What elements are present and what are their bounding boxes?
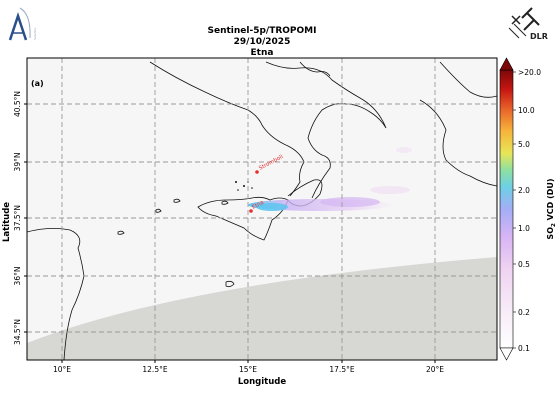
satellite-logo-caption: Satellite	[33, 28, 37, 40]
lon-tick: 12.5°E	[142, 365, 167, 374]
map-frame	[26, 57, 498, 361]
dlr-logo-text: DLR	[530, 32, 548, 41]
colorbar: >20.0 10.0 5.0 2.0 1.0 0.5 0.2 0.1 SO2 V…	[499, 57, 557, 361]
dlr-logo-icon	[508, 7, 540, 39]
colorbar-tick: 1.0	[518, 224, 530, 233]
panel-label: (a)	[31, 79, 44, 88]
colorbar-tick: 0.2	[518, 308, 530, 317]
so2-plume	[248, 147, 412, 211]
lat-tick: 34.5°N	[13, 319, 22, 345]
colorbar-tick: 2.0	[518, 186, 530, 195]
colorbar-extend-max-icon	[499, 57, 514, 71]
colorbar-tick: >20.0	[518, 68, 541, 77]
lat-tick: 37.5°N	[13, 205, 22, 231]
map-panel: Stromboli Etna (a)	[27, 58, 497, 360]
map-grid	[27, 58, 497, 360]
map-title-line2: 29/10/2025	[234, 37, 291, 47]
no-data-region	[27, 257, 497, 360]
colorbar-extend-min-icon	[499, 347, 514, 361]
colorbar-label: SO2 VCD (DU)	[546, 178, 557, 239]
lat-tick-labels: 40.5°N 39°N 37.5°N 36°N 34.5°N	[13, 91, 27, 345]
colorbar-tick: 0.5	[518, 260, 530, 269]
lat-tick: 36°N	[13, 267, 22, 286]
lat-tick: 40.5°N	[13, 91, 22, 117]
lon-tick: 17.5°E	[329, 365, 354, 374]
y-axis-label: Latitude	[2, 202, 12, 242]
colorbar-tick: 5.0	[518, 140, 530, 149]
map-title-line3: Etna	[251, 48, 274, 58]
lon-tick-labels: 10°E 12.5°E 15°E 17.5°E 20°E	[53, 360, 444, 374]
lat-tick: 39°N	[13, 153, 22, 172]
map-title-line1: Sentinel-5p/TROPOMI	[208, 26, 317, 36]
x-axis-label: Longitude	[238, 377, 287, 387]
satellite-logo-icon	[8, 7, 31, 41]
colorbar-tick: 10.0	[518, 106, 535, 115]
lon-tick: 15°E	[239, 365, 257, 374]
lon-tick: 20°E	[426, 365, 444, 374]
colorbar-tick: 0.1	[518, 344, 530, 353]
lon-tick: 10°E	[53, 365, 71, 374]
coastlines	[27, 61, 497, 360]
stromboli-marker	[255, 170, 259, 174]
etna-label: Etna	[251, 200, 265, 211]
etna-marker	[249, 209, 253, 213]
